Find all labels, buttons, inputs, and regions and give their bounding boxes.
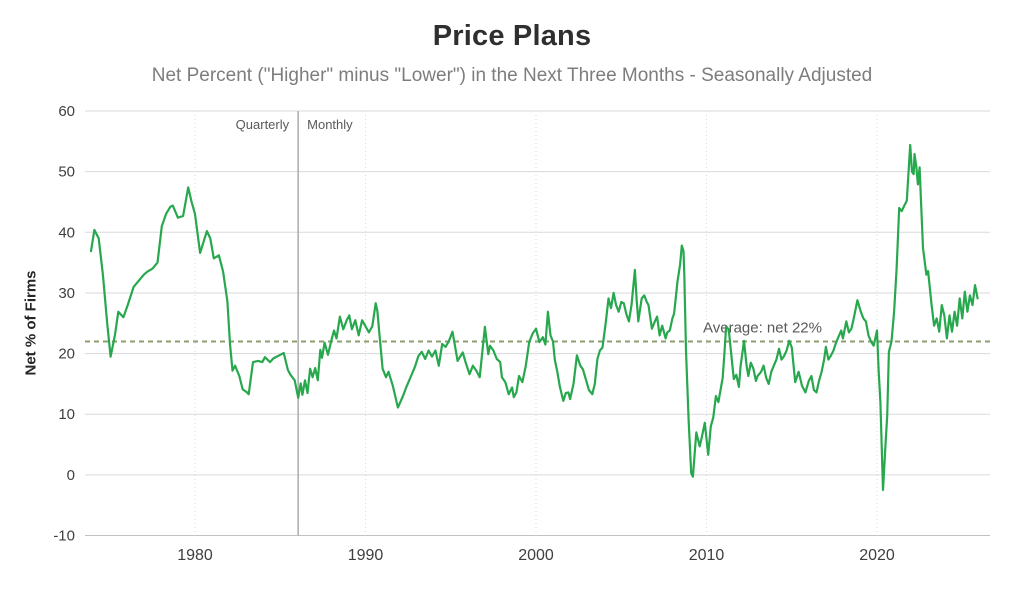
- x-tick-label-1990: 1990: [348, 547, 384, 564]
- y-tick-label-10: 10: [58, 406, 75, 423]
- y-tick-label-40: 40: [58, 224, 75, 241]
- y-tick-label-60: 60: [58, 103, 75, 120]
- y-tick-label-20: 20: [58, 346, 75, 363]
- average-label: Average: net 22%: [703, 319, 822, 336]
- x-tick-label-2020: 2020: [859, 547, 895, 564]
- y-tick-label--10: -10: [53, 528, 75, 545]
- x-tick-label-2010: 2010: [689, 547, 725, 564]
- monthly-label: Monthly: [307, 117, 353, 132]
- price-plans-line: [89, 143, 979, 492]
- chart-subtitle: Net Percent ("Higher" minus "Lower") in …: [151, 65, 873, 86]
- x-tick-label-1980: 1980: [177, 547, 213, 564]
- y-tick-label-50: 50: [58, 164, 75, 181]
- x-tick-label-2000: 2000: [518, 547, 554, 564]
- y-tick-label-30: 30: [58, 285, 75, 302]
- chart-title: Price Plans: [432, 20, 592, 52]
- y-tick-label-0: 0: [67, 467, 75, 484]
- quarterly-label: Quarterly: [236, 117, 290, 132]
